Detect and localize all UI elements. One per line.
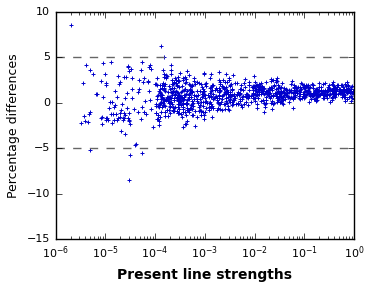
X-axis label: Present line strengths: Present line strengths [117, 268, 292, 282]
Y-axis label: Percentage differences: Percentage differences [7, 53, 20, 198]
